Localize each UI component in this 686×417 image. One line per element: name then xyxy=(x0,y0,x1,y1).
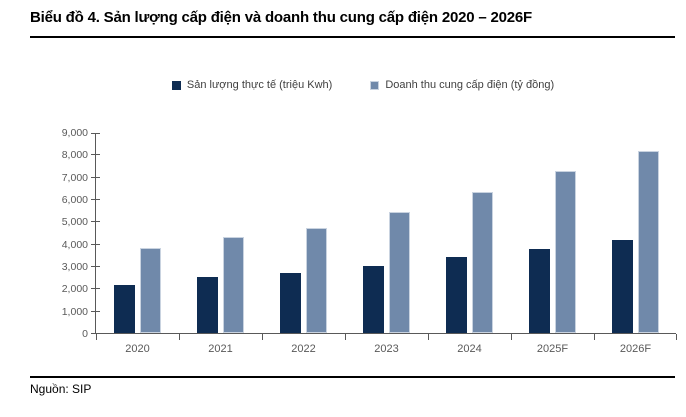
legend-label-revenue: Doanh thu cung cấp điện (tỷ đồng) xyxy=(385,79,555,91)
bar-series1-2020 xyxy=(140,248,161,333)
bar-series1-2022 xyxy=(306,228,327,333)
bar-group-2020 xyxy=(96,132,179,333)
footer-divider xyxy=(30,376,675,378)
source-note: Nguồn: SIP xyxy=(30,382,92,396)
bar-series0-2026F xyxy=(612,240,633,333)
bar-chart: 0 1,000 2,000 3,000 4,000 5,000 6,000 7,000 8,00… xyxy=(0,127,686,378)
y-tick-label: 3,000 xyxy=(61,261,88,273)
x-tick-mark xyxy=(345,334,346,340)
bar-group-2021 xyxy=(179,132,262,333)
y-tick-label: 2,000 xyxy=(61,283,88,296)
x-tick-mark xyxy=(428,334,429,340)
x-axis-label: 2023 xyxy=(374,343,399,355)
y-tick-label: 9,000 xyxy=(61,127,88,139)
y-tick-mark xyxy=(91,333,100,334)
y-tick-mark xyxy=(91,199,100,200)
x-tick-mark xyxy=(262,334,263,340)
y-tick-label: 7,000 xyxy=(61,171,88,184)
bar-group-2022 xyxy=(262,132,345,333)
x-axis-label: 2021 xyxy=(208,343,233,355)
y-tick-label: 0 xyxy=(82,328,88,340)
bar-series1-2021 xyxy=(223,236,244,333)
x-tick-mark xyxy=(676,334,677,340)
y-tick-mark xyxy=(91,221,100,223)
x-tick-mark xyxy=(511,334,512,340)
y-tick-mark xyxy=(91,243,100,245)
y-tick-label: 8,000 xyxy=(61,149,88,162)
bar-series0-2023 xyxy=(363,266,384,333)
y-tick-mark xyxy=(91,288,100,290)
x-axis-label: 2024 xyxy=(457,343,482,355)
bar-series1-2026F xyxy=(638,150,659,333)
bar-group-2025F xyxy=(511,132,594,333)
legend-item-output: Sản lượng thực tế (triệu Kwh) xyxy=(171,79,333,91)
x-axis-label: 2022 xyxy=(291,343,316,355)
x-axis-label: 2020 xyxy=(125,343,150,355)
y-tick-label: 6,000 xyxy=(61,194,88,206)
x-tick-mark xyxy=(594,334,595,340)
bar-series0-2021 xyxy=(197,277,218,333)
bar-series0-2025F xyxy=(529,249,550,333)
x-axis-label: 2025F xyxy=(536,343,569,355)
bar-group-2024 xyxy=(428,132,511,333)
plot-area: 2020 2021 2022 2023 2024 2025F 2026F xyxy=(91,132,677,355)
bar-series1-2025F xyxy=(555,171,576,333)
bar-series0-2022 xyxy=(280,272,301,333)
x-axis-label: 2026F xyxy=(619,343,652,355)
chart-title: Biểu đồ 4. Sản lượng cấp điện và doanh t… xyxy=(30,9,533,26)
bar-series0-2024 xyxy=(446,257,467,333)
bar-group-2023 xyxy=(345,132,428,333)
x-tick-mark xyxy=(179,334,180,340)
y-axis-labels: 0 1,000 2,000 3,000 4,000 5,000 6,000 7,000 8,00… xyxy=(20,127,88,340)
y-tick-label: 1,000 xyxy=(61,305,88,318)
y-tick-label: 5,000 xyxy=(61,216,88,229)
bar-series0-2020 xyxy=(114,284,135,333)
bar-series1-2024 xyxy=(472,192,493,333)
chart-legend: Sản lượng thực tế (triệu Kwh) Doanh thu … xyxy=(0,79,686,91)
x-tick-mark xyxy=(96,334,97,340)
title-divider xyxy=(30,36,675,38)
legend-swatch-revenue xyxy=(370,80,380,90)
y-tick-label: 4,000 xyxy=(61,238,88,251)
y-tick-mark xyxy=(91,310,100,312)
y-tick-mark xyxy=(91,266,100,267)
bar-group-2026F xyxy=(594,132,677,333)
legend-label-output: Sản lượng thực tế (triệu Kwh) xyxy=(186,79,333,91)
y-tick-mark xyxy=(91,133,100,134)
y-tick-mark xyxy=(91,176,100,178)
bar-series1-2023 xyxy=(389,212,410,333)
y-tick-mark xyxy=(91,154,100,156)
legend-item-revenue: Doanh thu cung cấp điện (tỷ đồng) xyxy=(370,79,554,91)
legend-swatch-output xyxy=(171,80,181,90)
